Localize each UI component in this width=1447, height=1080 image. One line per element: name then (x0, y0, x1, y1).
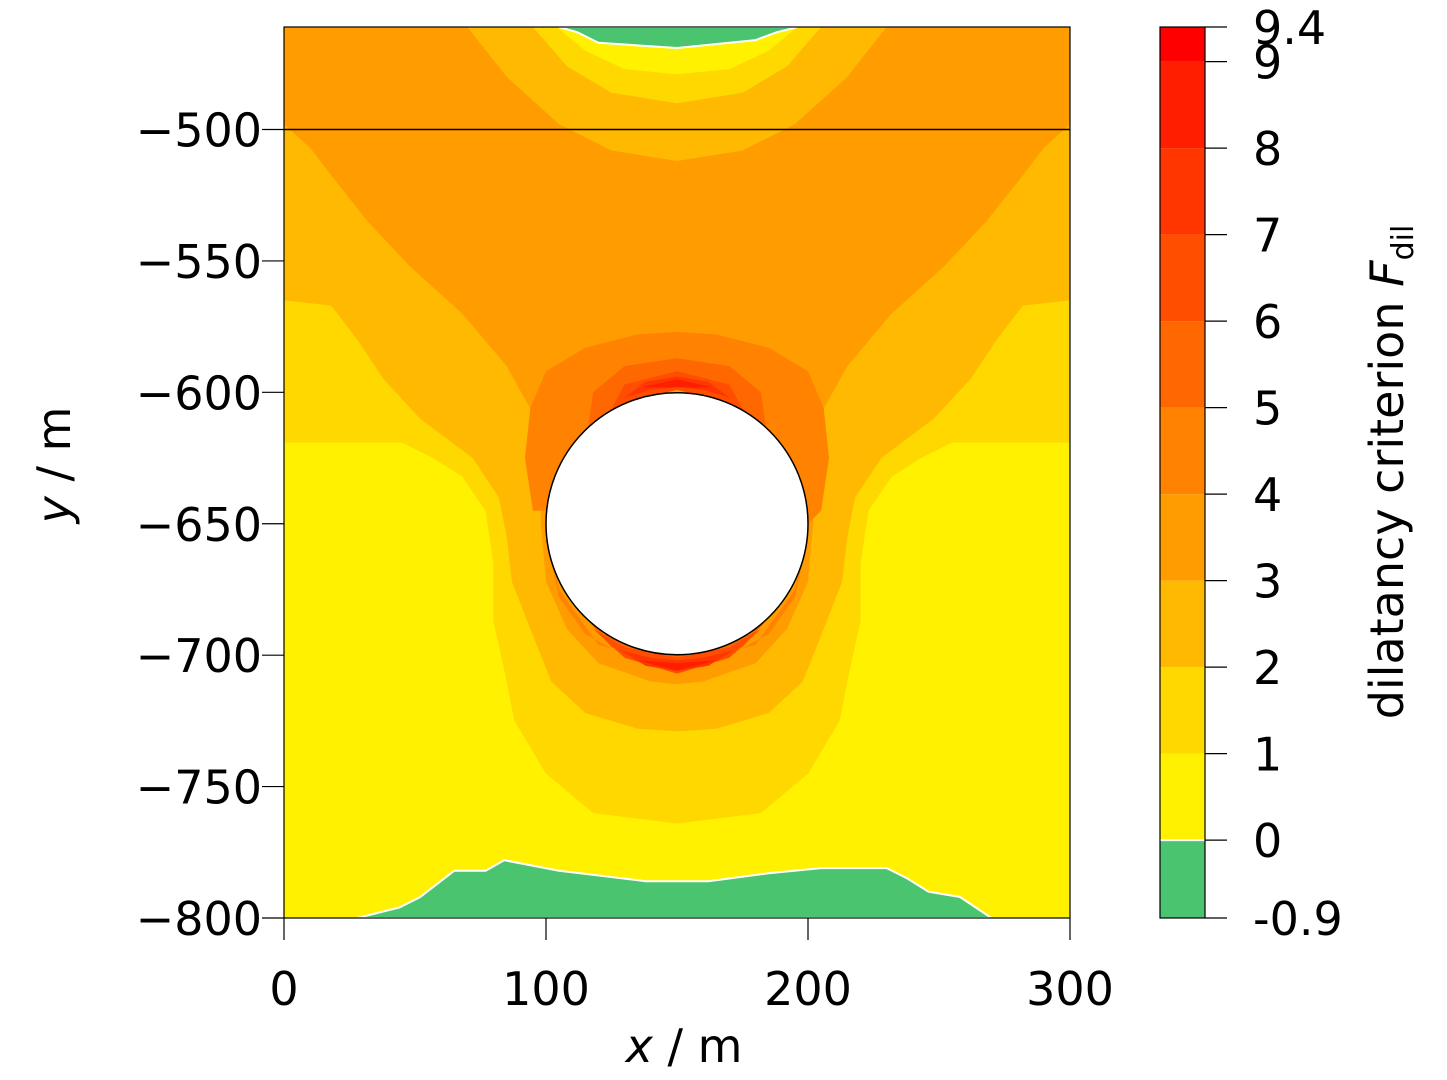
x-tick-label: 200 (764, 962, 852, 1016)
contour-region-level-0 (357, 859, 994, 918)
colorbar-tick-label: 7 (1253, 209, 1282, 263)
x-tick-label: 0 (269, 962, 298, 1016)
colorbar-tick-label: 9.4 (1253, 1, 1326, 55)
contour-region-level-9 (642, 379, 712, 388)
x-tick-label: 100 (502, 962, 590, 1016)
y-axis-label: y / m (27, 407, 81, 526)
contour-region-level-8 (619, 649, 735, 671)
contour-region-level-5 (525, 331, 829, 524)
colorbar-segment (1160, 667, 1205, 754)
y-axis: −500 −550 −600 −650 −700 −750 −800 (136, 104, 284, 946)
colorbar-tick-label: 4 (1253, 468, 1282, 522)
y-tick-label: −800 (136, 892, 262, 946)
colorbar-tick-label: 0 (1253, 814, 1282, 868)
y-tick-label: −700 (136, 629, 262, 683)
colorbar-segment (1160, 494, 1205, 581)
contour-region-level-9 (637, 660, 717, 671)
colorbar: -0.9 0 1 2 3 4 5 6 7 8 99.4 (1159, 1, 1343, 946)
colorbar-segment (1160, 61, 1205, 149)
x-axis-label: x / m (624, 1019, 743, 1073)
colorbar-tick-label: 3 (1253, 555, 1282, 609)
y-tick-label: −550 (136, 235, 262, 289)
colorbar-tick-label: -0.9 (1253, 892, 1343, 946)
y-tick-label: −750 (136, 761, 262, 815)
colorbar-segment (1160, 27, 1205, 62)
x-axis: 0 100 200 300 (269, 918, 1114, 1016)
colorbar-label: dilatancy criterion Fdil (1360, 225, 1421, 720)
colorbar-tick-label: 2 (1253, 641, 1282, 695)
colorbar-frame (1159, 26, 1206, 919)
colorbar-segment (1160, 148, 1205, 235)
plot-frame (283, 26, 1071, 919)
colorbar-segment (1160, 234, 1205, 322)
colorbar-tick-label: 9 (1253, 36, 1282, 90)
contour-region-level-7 (606, 371, 748, 419)
y-tick-label: −650 (136, 498, 262, 552)
colorbar-tick-label: 1 (1253, 728, 1282, 782)
colorbar-tick-label: 6 (1253, 295, 1282, 349)
y-tick-label: −600 (136, 366, 262, 420)
colorbar-tick-label: 8 (1253, 122, 1282, 176)
contour-region-level-0 (558, 27, 798, 50)
colorbar-segment (1160, 753, 1205, 841)
colorbar-segment (1160, 407, 1205, 495)
colorbar-segment (1160, 580, 1205, 668)
cavity-circle (545, 392, 809, 656)
colorbar-tick-label: 5 (1253, 382, 1282, 436)
contour-region-level-1 (284, 442, 1070, 918)
y-tick-label: −500 (136, 104, 262, 158)
contour-region-level-6 (585, 358, 769, 445)
colorbar-segment (1160, 840, 1205, 918)
x-tick-label: 300 (1026, 962, 1114, 1016)
colorbar-segment (1160, 321, 1205, 408)
